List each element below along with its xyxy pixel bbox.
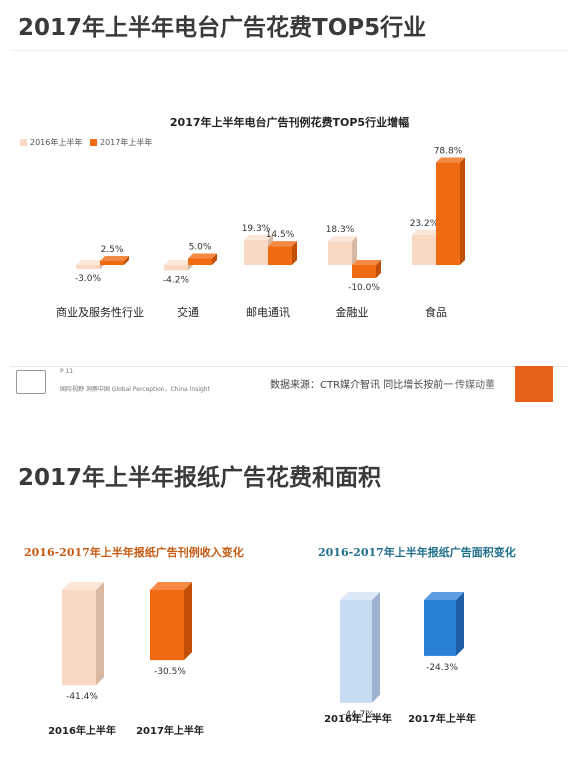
radio-bar-3-s1-top bbox=[352, 260, 381, 265]
area-bar-1-top bbox=[424, 592, 464, 600]
revenue-chart-title: 2016-2017年上半年报纸广告刊例收入变化 bbox=[24, 546, 244, 559]
area-category-label-1: 2017年上半年 bbox=[408, 712, 476, 725]
radio-category-label-3: 金融业 bbox=[336, 305, 369, 319]
radio-chart-title: 2017年上半年电台广告刊例花费TOP5行业增幅 bbox=[169, 116, 410, 129]
radio-bar-0-s0 bbox=[76, 265, 100, 269]
radio-data-label-1-s0: -4.2% bbox=[163, 275, 190, 285]
area-bar-0-side bbox=[372, 592, 380, 703]
radio-bar-1-s1 bbox=[188, 258, 212, 265]
radio-data-label-2-s0: 19.3% bbox=[242, 224, 271, 234]
radio-data-label-2-s1: 14.5% bbox=[266, 230, 295, 240]
radio-data-label-4-s1: 78.8% bbox=[434, 147, 463, 157]
legend-swatch-2017 bbox=[90, 139, 97, 146]
radio-bar-4-s0-top bbox=[412, 229, 441, 235]
area-bar-0-top bbox=[340, 592, 380, 600]
revenue-data-label-1: -30.5% bbox=[154, 667, 186, 677]
radio-bar-4-s1-side bbox=[460, 157, 465, 265]
revenue-bar-0 bbox=[62, 590, 96, 686]
radio-chart-footer bbox=[10, 366, 569, 403]
brand-logo-icon bbox=[515, 366, 553, 402]
radio-bar-2-s1 bbox=[268, 246, 292, 265]
radio-bar-1-s0 bbox=[164, 265, 188, 271]
area-data-label-1: -24.3% bbox=[426, 663, 458, 673]
revenue-category-label-1: 2017年上半年 bbox=[136, 724, 204, 737]
radio-chart-legend: 2016年上半年 2017年上半年 bbox=[20, 137, 152, 148]
radio-bar-2-s0-top bbox=[244, 234, 273, 240]
revenue-category-label-0: 2016年上半年 bbox=[48, 724, 116, 737]
radio-data-label-0-s0: -3.0% bbox=[75, 274, 102, 284]
radio-data-label-3-s0: 18.3% bbox=[326, 225, 355, 235]
revenue-bar-0-top bbox=[62, 582, 104, 590]
section-heading-radio: 2017年上半年电台广告花费TOP5行业 bbox=[18, 15, 427, 41]
revenue-bar-1-top bbox=[150, 582, 192, 590]
radio-bar-1-s1-top bbox=[188, 253, 217, 259]
legend-swatch-2016 bbox=[20, 139, 27, 146]
watermark-text: 传媒动董 bbox=[455, 380, 495, 391]
area-data-label-0: -44.7% bbox=[342, 710, 374, 720]
radio-bar-0-s0-top bbox=[76, 260, 105, 265]
data-source: 数据来源：CTR媒介智讯 同比增长按前一 bbox=[270, 380, 454, 391]
area-bar-1-side bbox=[456, 592, 464, 656]
radio-category-label-2: 邮电通讯 bbox=[246, 306, 290, 319]
revenue-bar-1-side bbox=[184, 582, 192, 661]
radio-bar-1-s0-top bbox=[164, 260, 193, 265]
radio-bar-3-s0-top bbox=[328, 236, 357, 242]
radio-bar-0-s1-side bbox=[124, 256, 129, 265]
radio-bar-3-s1-side bbox=[376, 260, 381, 278]
section-heading-newspaper: 2017年上半年报纸广告花费和面积 bbox=[18, 465, 382, 491]
radio-bar-1-s1-side bbox=[212, 253, 217, 265]
radio-bar-0-s1-top bbox=[100, 256, 129, 261]
ctr-logo-icon bbox=[16, 370, 46, 394]
radio-bar-3-s0 bbox=[328, 241, 352, 265]
radio-category-label-1: 交通 bbox=[177, 305, 199, 319]
radio-category-label-4: 食品 bbox=[425, 305, 447, 319]
radio-bar-4-s1 bbox=[436, 162, 460, 265]
radio-chart-plot: -3.0% 2.5% 商业及服务性行业 -4.2% 5.0% 交通 19.3%14.5% 邮电… bbox=[56, 147, 465, 319]
area-chart-title: 2016-2017年上半年报纸广告面积变化 bbox=[318, 546, 516, 559]
radio-bar-3-s0-side bbox=[352, 236, 357, 265]
radio-data-label-1-s1: 5.0% bbox=[189, 243, 212, 253]
legend-label-2017: 2017年上半年 bbox=[100, 138, 153, 147]
area-bar-0 bbox=[340, 600, 372, 703]
radio-data-label-3-s1: -10.0% bbox=[348, 283, 380, 293]
legend-label-2016: 2016年上半年 bbox=[30, 138, 83, 147]
radio-bar-4-s0 bbox=[412, 234, 436, 265]
revenue-bar-0-side bbox=[96, 582, 104, 686]
radio-chart-panel bbox=[10, 50, 569, 411]
radio-data-label-4-s0: 23.2% bbox=[410, 219, 439, 229]
radio-bar-2-s1-top bbox=[268, 241, 297, 247]
newspaper-charts-plot: -41.4%2016年上半年-30.5%2017年上半年-44.7%2016年上… bbox=[48, 582, 476, 737]
area-bar-1 bbox=[424, 600, 456, 656]
radio-category-label-0: 商业及服务性行业 bbox=[56, 305, 144, 319]
area-category-label-0: 2016年上半年 bbox=[324, 712, 392, 725]
radio-bar-4-s1-top bbox=[436, 157, 465, 163]
page-number: P 11 bbox=[60, 368, 74, 375]
radio-bar-0-s1 bbox=[100, 261, 124, 265]
radio-bar-2-s0 bbox=[244, 239, 268, 265]
revenue-data-label-0: -41.4% bbox=[66, 692, 98, 702]
radio-bar-3-s1 bbox=[352, 265, 376, 278]
revenue-bar-1 bbox=[150, 590, 184, 661]
radio-data-label-0-s1: 2.5% bbox=[101, 245, 124, 255]
org-slogan: 国际视野 洞察中国 Global Perception，China Insigh… bbox=[60, 386, 210, 393]
radio-bar-2-s1-side bbox=[292, 241, 297, 265]
